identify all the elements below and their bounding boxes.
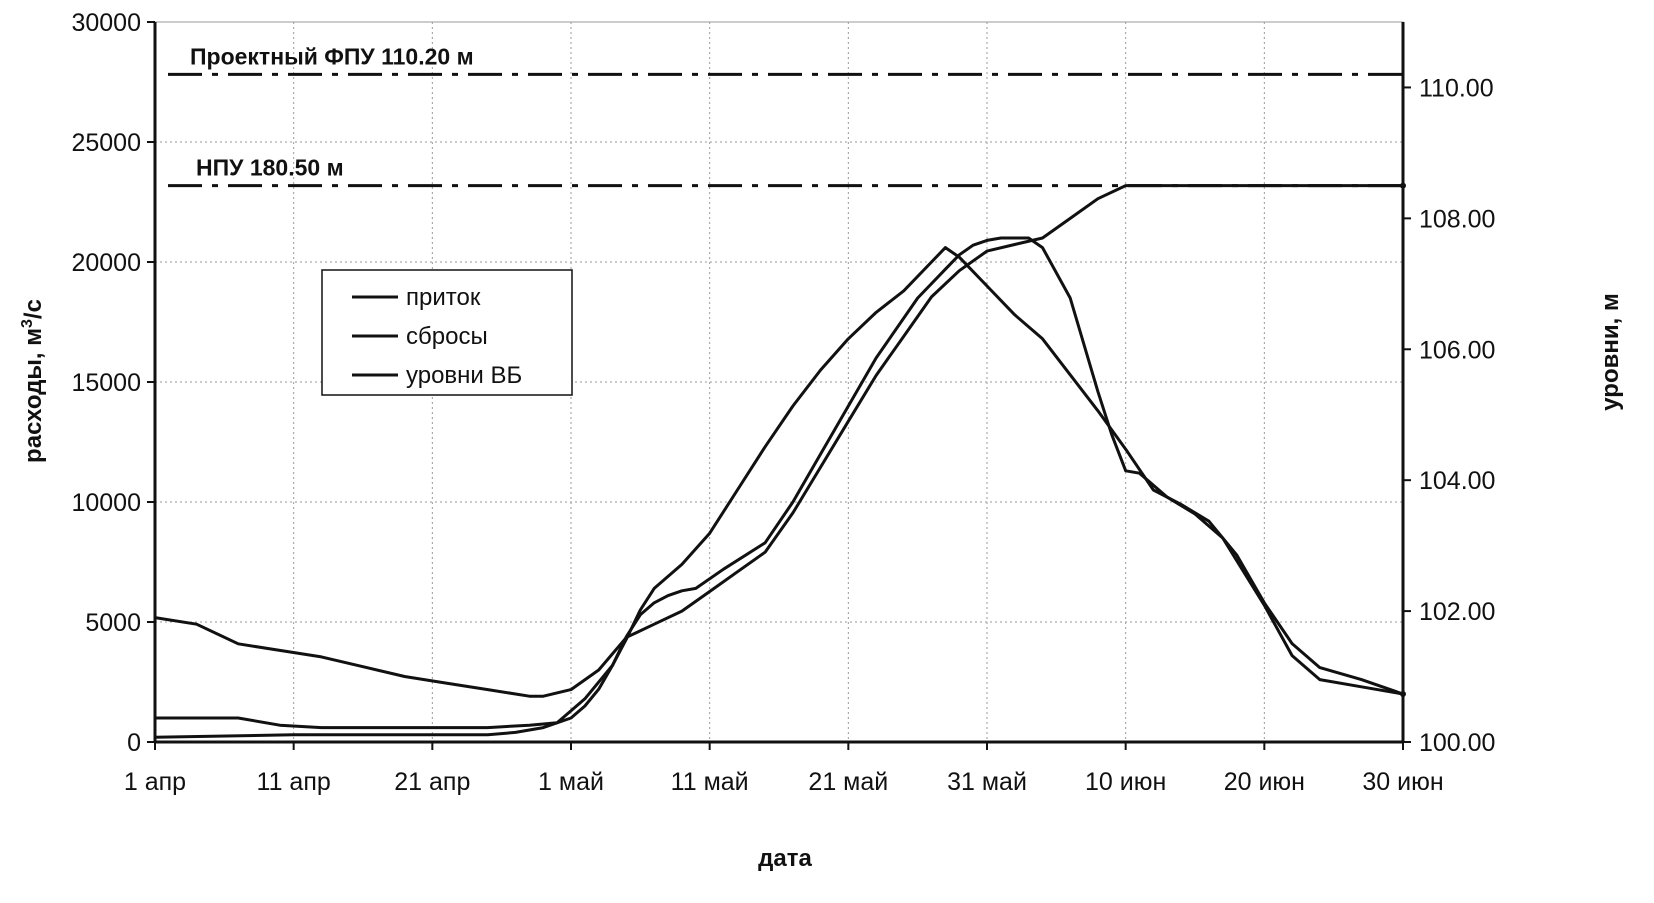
y-right-tick-label: 106.00 bbox=[1419, 336, 1495, 364]
x-axis-title: дата bbox=[758, 845, 812, 872]
x-tick-label: 11 апр bbox=[257, 768, 331, 796]
legend-label-discharge: сбросы bbox=[406, 323, 488, 350]
series-line-discharge bbox=[154, 246, 1404, 739]
y-left-tick-label: 5000 bbox=[85, 609, 141, 637]
legend: приток сбросы уровни ВБ bbox=[321, 269, 573, 396]
y-left-tick-label: 15000 bbox=[71, 369, 141, 397]
x-tick-label: 21 май bbox=[808, 768, 888, 796]
axes bbox=[147, 21, 1411, 750]
x-tick-label: 1 апр bbox=[124, 768, 186, 796]
y-axis-right-title: уровни, м bbox=[1597, 293, 1624, 410]
y-left-tick-label: 20000 bbox=[71, 249, 141, 277]
legend-label-inflow: приток bbox=[406, 284, 481, 311]
x-tick-label: 11 май bbox=[671, 768, 749, 796]
reference-label-npu: НПУ 180.50 м bbox=[196, 155, 344, 181]
y-left-tick-label: 25000 bbox=[71, 129, 141, 157]
y-left-tick-label: 0 bbox=[127, 729, 141, 757]
y-axis-left-title-base: расходы, м bbox=[20, 328, 47, 463]
x-tick-label: 1 май bbox=[538, 768, 604, 796]
series-lines bbox=[154, 182, 1406, 739]
series-line-inflow bbox=[155, 236, 1404, 730]
x-tick-label: 21 апр bbox=[394, 768, 470, 796]
y-axis-left-title-suffix: /с bbox=[20, 299, 47, 319]
y-right-tick-label: 108.00 bbox=[1419, 205, 1495, 233]
reference-label-fpu: Проектный ФПУ 110.20 м bbox=[190, 43, 474, 69]
y-right-tick-label: 110.00 bbox=[1419, 74, 1494, 102]
legend-label-level: уровни ВБ bbox=[406, 362, 522, 389]
x-tick-label: 31 май bbox=[947, 768, 1027, 796]
y-right-tick-label: 102.00 bbox=[1419, 598, 1495, 626]
y-left-tick-label: 10000 bbox=[71, 489, 141, 517]
y-axis-left-title-sup: 3 bbox=[19, 319, 36, 328]
series-line-level bbox=[154, 184, 1403, 698]
tick-labels: 1 апр 11 апр 21 апр 1 май 11 май 21 май 31 май… bbox=[71, 9, 1495, 796]
y-axis-left-title: расходы, м3/с bbox=[19, 299, 47, 463]
y-right-tick-label: 100.00 bbox=[1419, 729, 1495, 757]
reference-lines: Проектный ФПУ 110.20 м НПУ 180.50 м bbox=[168, 43, 1411, 188]
x-tick-label: 20 июн bbox=[1224, 768, 1305, 796]
x-tick-label: 30 июн bbox=[1362, 768, 1443, 796]
y-left-tick-label: 30000 bbox=[71, 9, 141, 37]
y-right-tick-label: 104.00 bbox=[1419, 467, 1495, 495]
x-tick-label: 10 июн bbox=[1085, 768, 1166, 796]
